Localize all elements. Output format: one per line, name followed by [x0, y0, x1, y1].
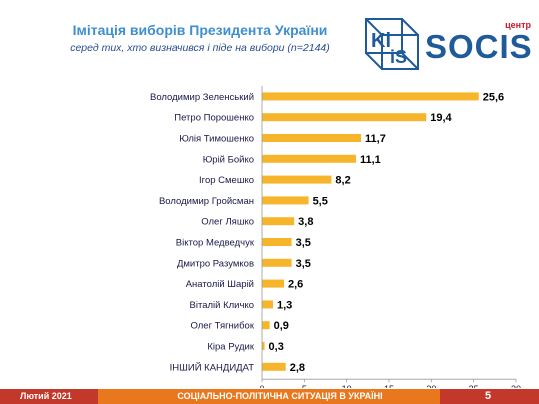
- category-label: Олег Ляшко: [201, 217, 254, 228]
- bar: [262, 217, 295, 226]
- value-label: 25,6: [483, 91, 504, 103]
- category-label: Кіра Рудик: [207, 342, 254, 353]
- socis-centr-label: центр: [505, 20, 531, 30]
- value-label: 0,9: [274, 320, 289, 332]
- category-label: Олег Тягнибок: [190, 321, 254, 332]
- x-tick-label: 0: [259, 384, 264, 388]
- bar: [262, 196, 309, 205]
- value-label: 8,2: [335, 175, 350, 187]
- footer-page-number: 5: [485, 390, 492, 402]
- chart-title: Імітація виборів Президента України: [72, 22, 328, 38]
- value-label: 3,8: [298, 216, 313, 228]
- footer-right-box: [440, 389, 539, 404]
- bar: [262, 113, 427, 122]
- category-label: Володимир Гройсман: [159, 196, 254, 207]
- chart-subtitle: серед тих, хто визначився і піде на вибо…: [70, 42, 330, 54]
- footer-title: СОЦІАЛЬНО-ПОЛІТИЧНА СИТУАЦІЯ В УКРАЇНІ: [177, 391, 383, 401]
- x-tick-label: 5: [302, 384, 307, 388]
- bar: [262, 258, 292, 267]
- value-label: 2,8: [290, 362, 305, 374]
- category-label: Анатолій Шарій: [186, 279, 254, 290]
- bar: [262, 362, 286, 371]
- bar: [262, 279, 285, 288]
- socis-logo: центр SOCIS: [425, 20, 532, 65]
- socis-word: SOCIS: [425, 28, 533, 65]
- footer-date: Лютий 2021: [20, 391, 72, 401]
- bar: [262, 321, 270, 330]
- bar: [262, 175, 332, 184]
- bar: [262, 342, 265, 350]
- value-label: 5,5: [313, 195, 328, 207]
- bar-chart: Володимир Зеленський 25,6 Петро Порошенко 1…: [150, 86, 521, 388]
- category-label: Юрій Бойко: [203, 154, 254, 165]
- category-label: Ігор Смешко: [199, 175, 254, 186]
- value-label: 1,3: [277, 299, 292, 311]
- x-tick-label: 20: [426, 384, 436, 388]
- value-label: 2,6: [288, 279, 303, 291]
- kiis-logo: Ki iS: [365, 18, 419, 70]
- x-tick-label: 30: [511, 384, 521, 388]
- value-label: 3,5: [296, 258, 311, 270]
- bar: [262, 238, 292, 246]
- value-label: 11,7: [365, 133, 386, 145]
- kiis-logo-text-1: Ki: [371, 30, 391, 52]
- category-label: Петро Порошенко: [174, 113, 254, 124]
- x-tick-label: 15: [384, 384, 394, 388]
- category-label: ІНШИЙ КАНДИДАТ: [170, 361, 255, 373]
- kiis-logo-text-2: iS: [390, 47, 407, 67]
- value-label: 11,1: [360, 154, 381, 166]
- footer-left-box: [0, 389, 98, 404]
- value-label: 0,3: [269, 341, 284, 353]
- x-tick-label: 25: [469, 384, 479, 388]
- bar: [262, 92, 479, 101]
- category-label: Дмитро Разумков: [177, 258, 254, 269]
- category-label: Юлія Тимошенко: [179, 134, 254, 145]
- footer-bar: Лютий 2021 СОЦІАЛЬНО-ПОЛІТИЧНА СИТУАЦІЯ …: [0, 389, 539, 404]
- category-label: Віталій Кличко: [190, 300, 254, 311]
- bar: [262, 134, 362, 142]
- value-label: 3,5: [296, 237, 311, 249]
- bar: [262, 300, 274, 309]
- category-label: Володимир Зеленський: [150, 92, 254, 103]
- category-label: Віктор Медведчук: [176, 238, 255, 249]
- bar: [262, 154, 356, 163]
- x-tick-label: 10: [342, 384, 352, 388]
- value-label: 19,4: [430, 112, 452, 124]
